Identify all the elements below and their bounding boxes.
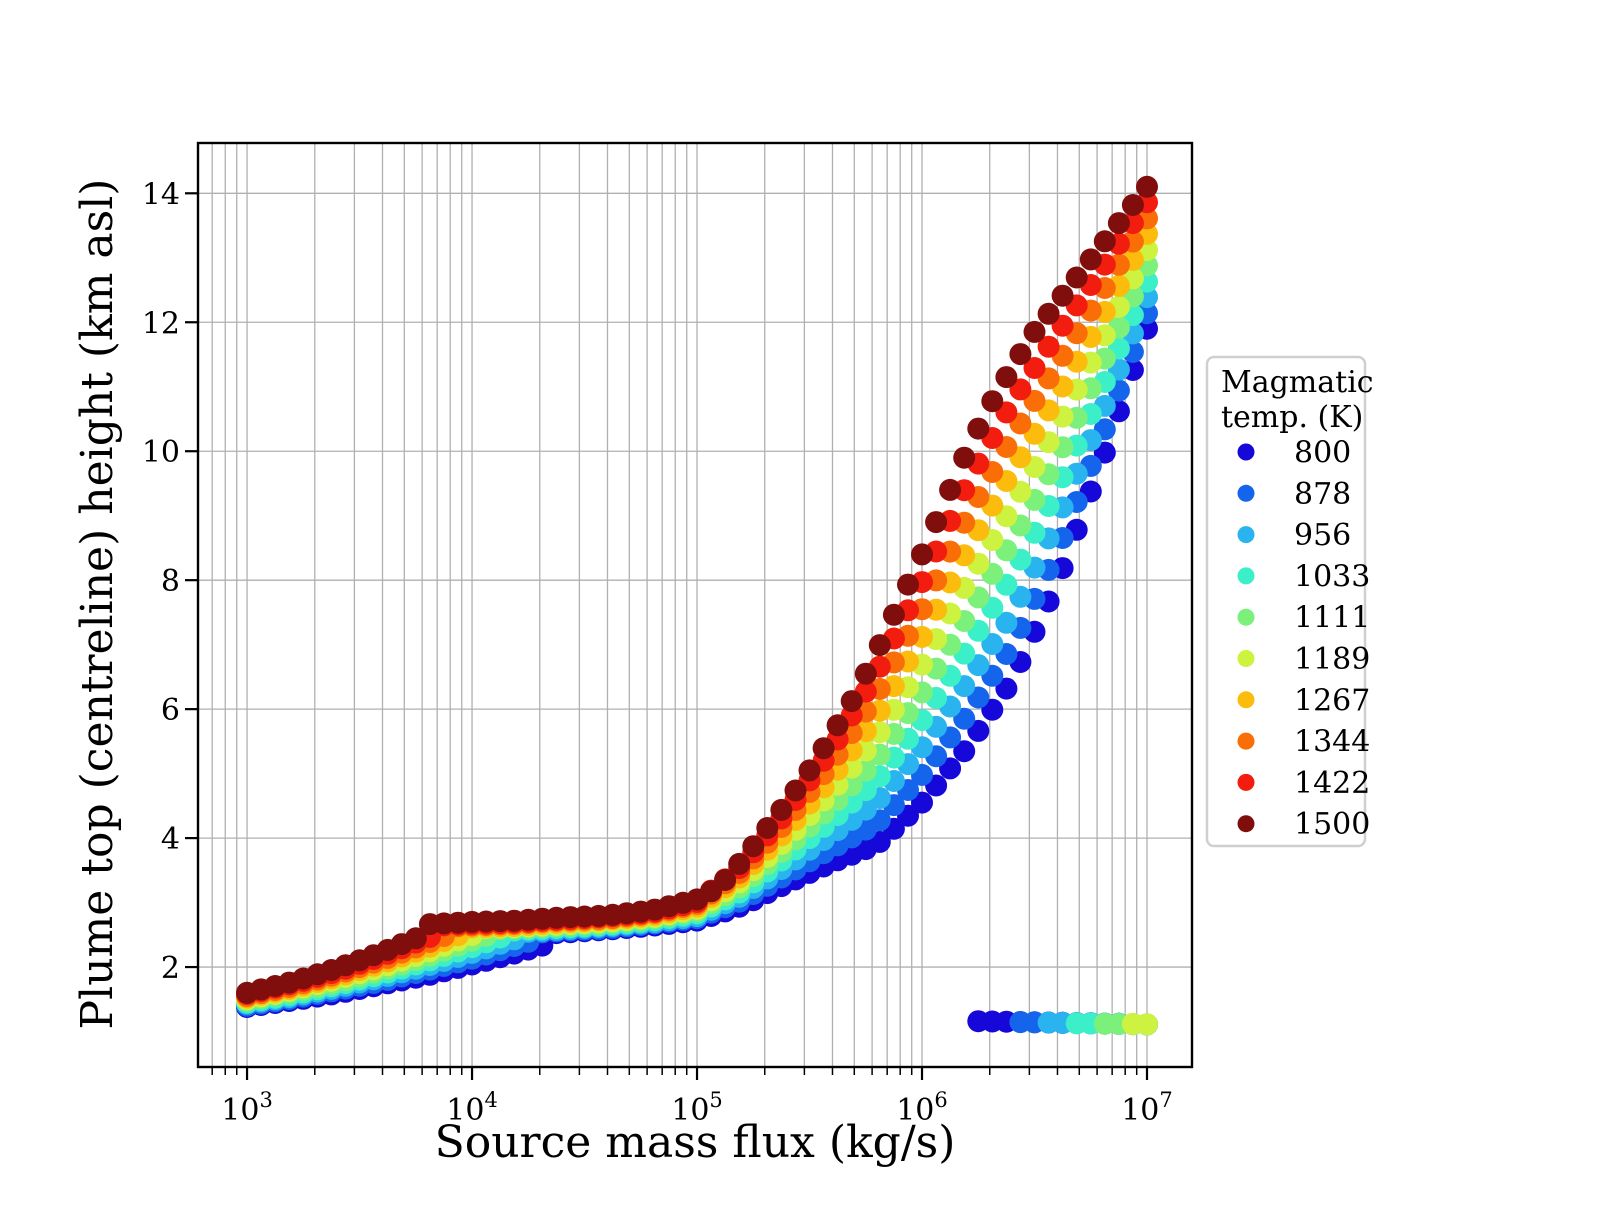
legend-marker-icon — [1237, 567, 1255, 585]
legend-marker-icon — [1237, 732, 1255, 750]
y-tick-label: 10 — [142, 435, 180, 470]
series-1500K — [236, 175, 1158, 1004]
scatter-point — [1023, 357, 1046, 379]
scatter-point — [714, 869, 737, 891]
scatter-point — [1023, 320, 1046, 343]
legend-entry-1267: 1267 — [1237, 683, 1370, 718]
scatter-point — [1136, 175, 1158, 198]
x-tick-label: 106 — [896, 1088, 948, 1128]
y-tick-label: 2 — [161, 951, 180, 986]
legend-marker-icon — [1237, 650, 1255, 667]
scatter-points-layer — [236, 175, 1158, 1036]
scatter-point — [840, 690, 863, 713]
scatter-point — [995, 677, 1018, 700]
y-tick-label: 8 — [161, 564, 180, 599]
legend-marker-icon — [1237, 773, 1255, 791]
scatter-point — [784, 779, 807, 802]
y-tick-label: 14 — [142, 177, 180, 212]
scatter-point — [1079, 248, 1102, 271]
legend-marker-icon — [1237, 526, 1255, 544]
x-tick-label: 107 — [1121, 1088, 1173, 1128]
y-tick-label: 6 — [161, 693, 180, 728]
scatter-point — [967, 417, 990, 440]
scatter-point — [911, 791, 933, 814]
scatter-point — [939, 478, 962, 501]
scatter-point — [1107, 212, 1130, 235]
legend-entry-1033: 1033 — [1237, 559, 1370, 594]
scatter-point — [1065, 266, 1088, 289]
scatter-point — [1051, 284, 1074, 307]
axes-spines — [196, 141, 1194, 1069]
legend-entry-label: 878 — [1294, 477, 1351, 512]
legend-entry-label: 1189 — [1294, 642, 1370, 677]
legend-entry-1422: 1422 — [1237, 766, 1370, 801]
legend-marker-icon — [1237, 691, 1255, 709]
scatter-point — [742, 835, 765, 858]
legend-box — [1205, 355, 1367, 848]
legend: Magmatic temp. (K) 800 878 956 1033 1111 1189… — [1205, 355, 1374, 848]
legend-entry-1111: 1111 — [1237, 601, 1370, 636]
scatter-point — [798, 759, 821, 782]
x-tick-label: 103 — [221, 1088, 273, 1128]
scatter-point — [897, 573, 919, 596]
legend-entry-1344: 1344 — [1237, 725, 1370, 760]
x-axis-label: Source mass flux (kg/s) — [435, 1117, 956, 1168]
scatter-point — [1093, 441, 1116, 464]
scatter-point — [868, 634, 891, 657]
legend-entry-800: 800 — [1237, 436, 1351, 471]
scatter-point — [770, 798, 793, 821]
legend-entry-878: 878 — [1237, 477, 1351, 512]
legend-entry-label: 1422 — [1294, 766, 1370, 801]
scatter-point — [756, 817, 779, 839]
legend-entry-956: 956 — [1237, 518, 1351, 553]
scatter-point — [981, 390, 1004, 413]
scatter-point — [728, 852, 751, 875]
scatter-point-collapsed — [1136, 1013, 1158, 1036]
y-tick-label: 12 — [142, 306, 180, 341]
legend-entry-1500: 1500 — [1237, 807, 1370, 842]
scatter-point — [882, 603, 905, 626]
scatter-point — [1121, 194, 1144, 216]
scatter-point — [854, 662, 877, 685]
legend-entry-label: 1344 — [1294, 725, 1370, 760]
legend-entries: 800 878 956 1033 1111 1189 1267 1344 1422 1500 — [1237, 436, 1370, 842]
scatter-point — [995, 611, 1018, 634]
legend-entry-label: 1033 — [1294, 559, 1370, 594]
y-tick-label: 4 — [161, 822, 180, 857]
scatter-point — [1093, 230, 1116, 253]
scatter-point — [1037, 335, 1060, 358]
legend-marker-icon — [1237, 484, 1255, 502]
scatter-point — [404, 927, 427, 950]
scatter-point — [953, 446, 976, 469]
legend-entry-label: 1111 — [1294, 601, 1370, 636]
legend-entry-label: 956 — [1294, 518, 1351, 553]
scatter-point — [995, 366, 1018, 389]
y-axis-label: Plume top (centreline) height (km asl) — [72, 179, 123, 1030]
scatter-point — [1009, 343, 1032, 366]
legend-title-line2: temp. (K) — [1221, 400, 1363, 435]
legend-entry-1189: 1189 — [1237, 642, 1370, 677]
scatter-point — [1037, 302, 1060, 325]
legend-marker-icon — [1237, 815, 1255, 833]
legend-marker-icon — [1237, 443, 1255, 461]
scatter-point — [981, 633, 1004, 655]
legend-entry-label: 800 — [1294, 436, 1351, 471]
scatter-point — [911, 543, 933, 566]
scatter-point — [953, 740, 976, 763]
ticks-layer — [185, 192, 1149, 1080]
legend-marker-icon — [1237, 608, 1255, 626]
scatter-point — [925, 511, 948, 534]
scatter-point — [812, 737, 835, 760]
legend-title-line1: Magmatic — [1221, 365, 1374, 400]
legend-entry-label: 1267 — [1294, 683, 1370, 718]
scatter-point — [826, 714, 849, 737]
legend-entry-label: 1500 — [1294, 807, 1370, 842]
